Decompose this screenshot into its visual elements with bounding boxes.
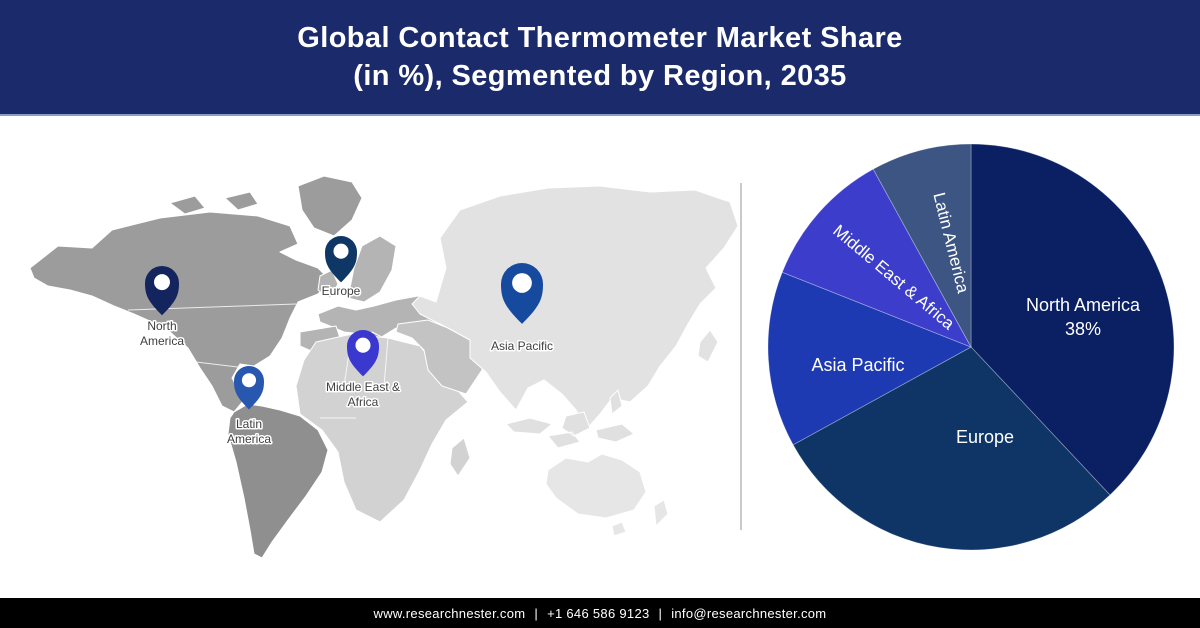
footer-bar: www.researchnester.com | +1 646 586 9123… (0, 598, 1200, 628)
new-guinea (595, 423, 635, 443)
pin-label-middle-east-africa: Middle East & (326, 380, 400, 394)
footer-separator: | (534, 605, 539, 621)
pin-hole (333, 243, 349, 259)
page-title-line2: (in %), Segmented by Region, 2035 (353, 60, 847, 92)
pie-slice-middle-east-africa (781, 168, 972, 348)
pie-slice-label: Asia Pacific (811, 355, 904, 375)
location-pin-icon (347, 330, 379, 377)
map-pin-europe: Europe (320, 236, 362, 300)
tasmania-new-zealand (611, 499, 669, 537)
footer-separator: | (658, 605, 663, 621)
map-pin-middle-east-africa: Middle East &Africa (324, 330, 402, 411)
pin-hole (355, 337, 371, 353)
madagascar (449, 437, 471, 477)
pie-slice-label: Europe (956, 427, 1014, 447)
japan (697, 329, 719, 363)
pie-slice-value: 38% (1065, 319, 1101, 339)
header-banner: Global Contact Thermometer Market Share … (0, 0, 1200, 116)
pie-slice-label: North America (1026, 295, 1141, 315)
pin-label-latin-america: America (227, 432, 271, 446)
map-chart-divider (740, 183, 742, 530)
location-pin-icon (501, 263, 543, 324)
pin-label-asia-pacific: Asia Pacific (491, 339, 553, 353)
continent-greenland (297, 175, 363, 237)
pin-hole (512, 273, 532, 293)
pin-label-north-america: America (140, 334, 184, 348)
pie-slice-latin-america (872, 143, 972, 348)
continent-asia (411, 185, 739, 431)
pie-slice-north-america (970, 143, 1175, 496)
map-pin-asia-pacific: Asia Pacific (489, 263, 555, 355)
page-title-line1: Global Contact Thermometer Market Share (297, 22, 903, 54)
pie-slice-asia-pacific (767, 271, 972, 446)
country-borders (127, 303, 389, 419)
pin-label-latin-america: Latin (236, 417, 262, 431)
content-area: North America Europe Latin America Middle Eas… (0, 118, 1200, 598)
arctic-islands (169, 191, 259, 215)
scandinavia (347, 235, 397, 303)
pin-label-middle-east-africa: Africa (348, 395, 379, 409)
southeast-asia-islands (505, 389, 623, 449)
continent-south-america (227, 403, 329, 559)
location-pin-icon (234, 366, 264, 410)
pin-hole (241, 373, 257, 388)
location-pin-icon (145, 266, 179, 316)
footer-email: info@researchnester.com (671, 605, 827, 621)
pin-label-north-america: North (147, 319, 176, 333)
pie-slice-europe (792, 346, 1111, 551)
pin-label-europe: Europe (322, 284, 361, 298)
british-isles (317, 269, 339, 299)
australia (545, 453, 647, 519)
continent-north-america (29, 211, 331, 413)
location-pin-icon (325, 236, 357, 283)
pin-hole (154, 274, 170, 291)
footer-phone: +1 646 586 9123 (547, 605, 650, 621)
footer-website: www.researchnester.com (373, 605, 526, 621)
